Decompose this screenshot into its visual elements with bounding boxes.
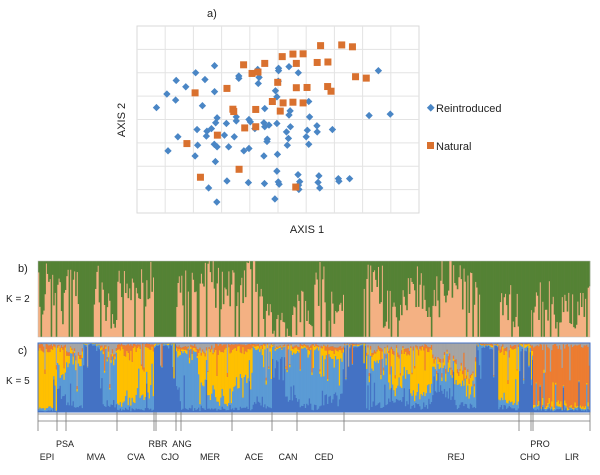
natural-point [317, 42, 324, 49]
legend: Reintroduced Natural [427, 103, 502, 153]
natural-point [274, 79, 281, 86]
natural-point [183, 140, 190, 147]
natural-point [363, 75, 370, 82]
population-label-cho: CHO [520, 452, 540, 462]
natural-point [277, 108, 284, 115]
natural-point [214, 132, 221, 139]
x-axis-label: AXIS 1 [290, 224, 324, 236]
population-label-epi: EPI [40, 452, 55, 462]
natural-point [300, 99, 307, 106]
natural-point [241, 124, 248, 131]
k2-bar [247, 261, 249, 263]
natural-point [324, 58, 331, 65]
structure-k2-plot [38, 261, 590, 337]
natural-point [236, 166, 243, 173]
natural-point [292, 184, 299, 191]
k2-bar [207, 261, 209, 264]
natural-point [254, 69, 261, 76]
k2-bar [149, 261, 151, 298]
natural-point [289, 99, 296, 106]
k2-bar [440, 261, 442, 281]
structure-k5-plot [38, 343, 590, 412]
scatter-plot: AXIS 1 AXIS 2 Reintroduced Natural [116, 26, 501, 236]
population-label-ace: ACE [245, 452, 264, 462]
natural-point [252, 123, 259, 130]
population-label-lir: LIR [565, 452, 580, 462]
population-label-rbr: RBR [148, 439, 168, 449]
natural-point [252, 106, 259, 113]
population-label-psa: PSA [56, 439, 74, 449]
k2-bar [415, 261, 417, 307]
natural-point [240, 61, 247, 68]
k2-bar [448, 261, 450, 291]
panel-label-b: b) [18, 263, 28, 275]
k2-bar [203, 261, 205, 287]
natural-point [197, 174, 204, 181]
population-label-can: CAN [278, 452, 297, 462]
natural-point [269, 98, 276, 105]
population-label-rej: REJ [447, 452, 464, 462]
k2-bar [251, 261, 253, 337]
k2-bar [245, 261, 247, 297]
k2-bar [206, 261, 208, 337]
panel-label-a: a) [207, 8, 217, 20]
population-label-cjo: CJO [161, 452, 179, 462]
k2-bar [211, 261, 213, 282]
k2-bar [318, 261, 320, 306]
legend-natural: Natural [436, 141, 471, 153]
population-label-cva: CVA [127, 452, 145, 462]
natural-point [279, 53, 286, 60]
natural-point [300, 50, 307, 57]
population-label-ang: ANG [172, 439, 192, 449]
natural-point [349, 43, 356, 50]
population-label-mer: MER [200, 452, 221, 462]
natural-point [352, 73, 359, 80]
legend-reintroduced: Reintroduced [436, 103, 501, 115]
k2-bar [69, 261, 71, 337]
population-label-mva: MVA [87, 452, 106, 462]
k2-bar [44, 261, 46, 294]
k5-label: K = 5 [6, 376, 30, 387]
k2-bar [452, 261, 454, 298]
population-label-pro: PRO [530, 439, 550, 449]
natural-point [314, 59, 321, 66]
natural-point [338, 41, 345, 48]
legend-square-icon [427, 142, 434, 149]
natural-point [223, 85, 230, 92]
natural-point [304, 84, 311, 91]
natural-point [293, 84, 300, 91]
k2-bar [380, 261, 382, 302]
natural-point [261, 60, 268, 67]
k2-bar [369, 261, 371, 337]
k2-label: K = 2 [6, 294, 30, 305]
panel-label-c: c) [18, 345, 27, 357]
natural-point [230, 108, 237, 115]
natural-point [289, 51, 296, 58]
legend-diamond-icon [427, 104, 435, 112]
natural-point [293, 60, 300, 67]
y-axis-label: AXIS 2 [116, 103, 128, 137]
population-label-ced: CED [314, 452, 334, 462]
natural-point [280, 99, 287, 106]
k2-bar [184, 261, 186, 337]
k2-bar [122, 261, 124, 337]
natural-point [328, 88, 335, 95]
natural-point [192, 89, 199, 96]
